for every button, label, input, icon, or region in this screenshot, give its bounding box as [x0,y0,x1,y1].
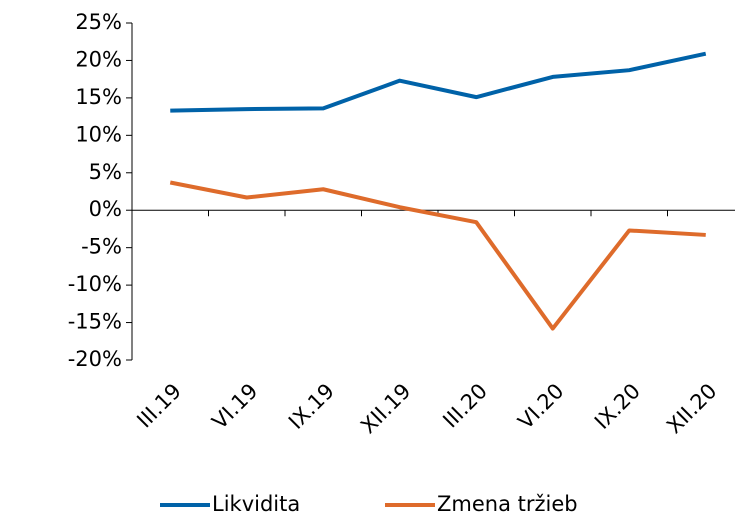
x-tick-label: VI.20 [513,379,568,434]
series-line [169,180,706,331]
y-tick-label: 10% [75,122,122,146]
legend-label: Likvidita [212,492,300,516]
legend-label: Zmena tržieb [437,492,578,516]
x-tick-label: VI.19 [207,379,262,434]
y-tick-label: 0% [89,197,122,221]
y-tick-label: -10% [68,272,122,296]
y-tick-label: 25% [75,10,122,34]
x-tick-label: XII.20 [662,379,722,439]
x-tick-label: XII.19 [356,379,416,439]
y-tick-label: 15% [75,85,122,109]
x-tick-label: III.19 [132,379,186,433]
y-tick-label: 5% [89,160,122,184]
y-tick-label: -20% [68,347,122,371]
y-tick-label: -5% [81,235,122,259]
x-tick-label: III.20 [438,379,492,433]
series-line [170,51,707,113]
x-tick-label: IX.20 [590,379,645,434]
x-tick-label: IX.19 [284,379,339,434]
y-tick-label: -15% [68,310,122,334]
y-tick-label: 20% [75,47,122,71]
